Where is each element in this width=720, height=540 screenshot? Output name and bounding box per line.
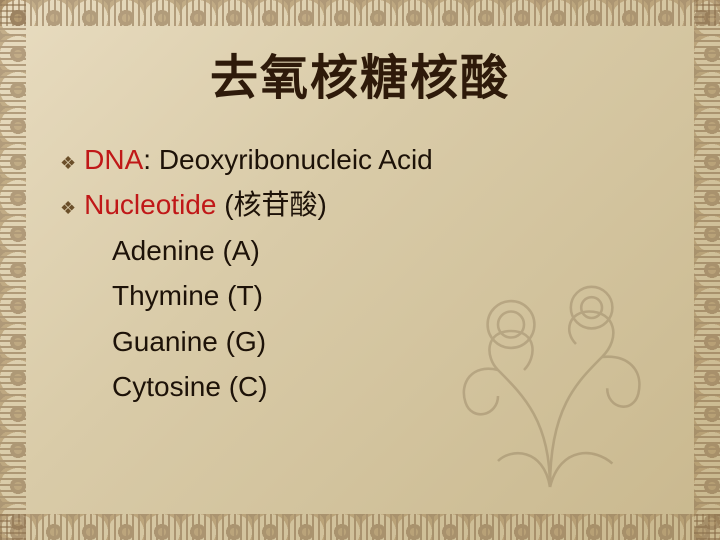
- bullet-line: Nucleotide (核苷酸): [84, 183, 327, 226]
- slide-title: 去氧核糖核酸: [60, 38, 660, 108]
- content-area: 去氧核糖核酸 ❖ DNA: Deoxyribonucleic Acid ❖ Nu…: [0, 0, 720, 408]
- bullet-prefix: Nucleotide: [84, 189, 216, 220]
- sub-item: Adenine (A): [60, 229, 660, 272]
- bullet-line: DNA: Deoxyribonucleic Acid: [84, 138, 433, 181]
- diamond-bullet-icon: ❖: [60, 146, 76, 180]
- border-bottom: [0, 514, 720, 540]
- slide: 去氧核糖核酸 ❖ DNA: Deoxyribonucleic Acid ❖ Nu…: [0, 0, 720, 540]
- sub-item: Guanine (G): [60, 320, 660, 363]
- body-text: ❖ DNA: Deoxyribonucleic Acid ❖ Nucleotid…: [60, 138, 660, 408]
- sub-item: Thymine (T): [60, 274, 660, 317]
- bullet-item: ❖ DNA: Deoxyribonucleic Acid: [60, 138, 660, 181]
- bullet-item: ❖ Nucleotide (核苷酸): [60, 183, 660, 226]
- bullet-prefix: DNA: [84, 144, 143, 175]
- bullet-rest: : Deoxyribonucleic Acid: [143, 144, 432, 175]
- sub-item: Cytosine (C): [60, 365, 660, 408]
- diamond-bullet-icon: ❖: [60, 191, 76, 225]
- bullet-rest: (核苷酸): [216, 189, 326, 220]
